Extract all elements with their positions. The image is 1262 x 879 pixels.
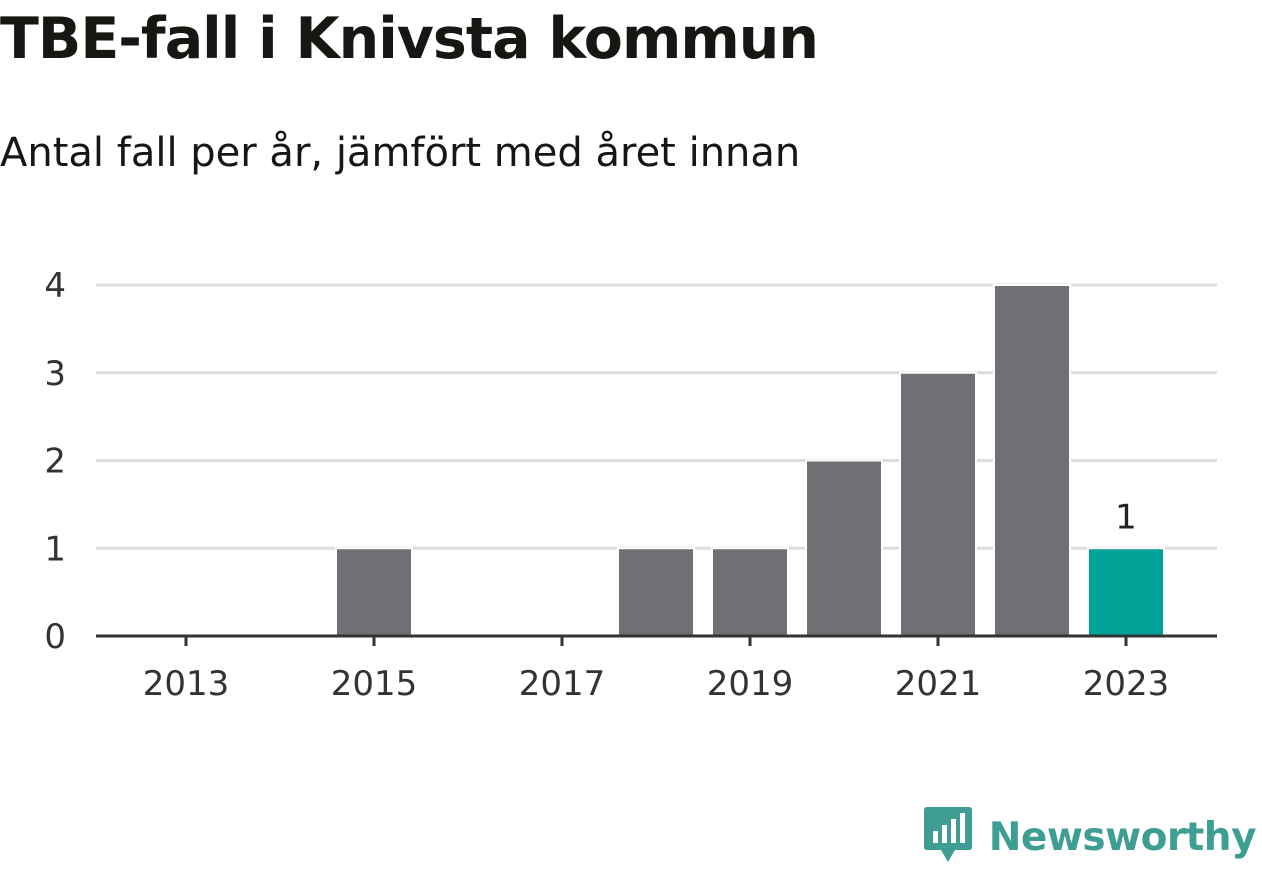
x-tick-label: 2013 xyxy=(143,664,230,704)
bar-highlight xyxy=(1087,547,1165,637)
chart-title: TBE-fall i Knivsta kommun xyxy=(0,6,819,72)
y-tick-label: 2 xyxy=(44,442,66,482)
x-tick-label: 2017 xyxy=(519,664,606,704)
y-tick-label: 0 xyxy=(44,617,66,657)
y-tick-label: 4 xyxy=(44,266,66,306)
bar xyxy=(899,371,977,637)
y-tick-label: 3 xyxy=(44,354,66,394)
y-tick-label: 1 xyxy=(44,529,66,569)
x-tick-label: 2021 xyxy=(895,664,982,704)
x-tick-label: 2023 xyxy=(1083,664,1170,704)
bar xyxy=(335,547,413,637)
newsworthy-logo-icon xyxy=(923,805,973,869)
x-tick-label: 2019 xyxy=(707,664,794,704)
bar xyxy=(711,547,789,637)
bar xyxy=(993,284,1071,637)
x-tick-label: 2015 xyxy=(331,664,418,704)
data-label: 1 xyxy=(1115,497,1137,537)
brand-name: Newsworthy xyxy=(988,814,1257,860)
bar xyxy=(617,547,695,637)
newsworthy-logo: Newsworthy xyxy=(923,805,1257,869)
chart-subtitle: Antal fall per år, jämfört med året inna… xyxy=(0,130,801,176)
bar xyxy=(805,459,883,637)
